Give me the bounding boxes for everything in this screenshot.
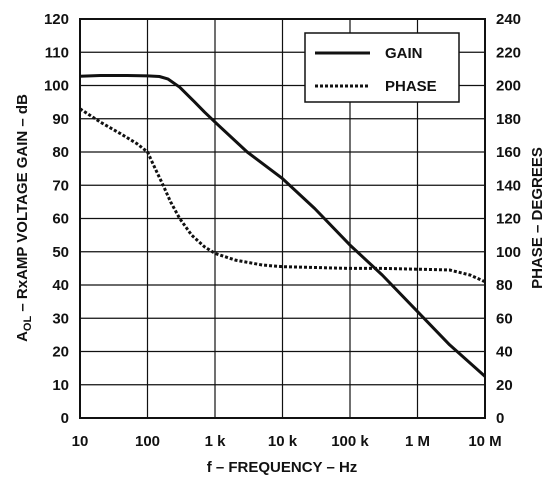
y-tick-label: 40 (52, 277, 69, 294)
y2-tick-label: 120 (496, 211, 521, 228)
y-tick-label: 0 (61, 410, 69, 427)
x-tick-label: 1 M (405, 433, 430, 450)
y2-tick-label: 40 (496, 344, 513, 361)
y-tick-label: 50 (52, 244, 69, 261)
x-axis-label: f – FREQUENCY – Hz (207, 459, 358, 476)
legend-phase-label: PHASE (385, 78, 437, 95)
series-layer (79, 74, 486, 378)
y-tick-label: 100 (44, 78, 69, 95)
y-tick-label: 60 (52, 211, 69, 228)
legend: GAIN PHASE (304, 32, 460, 103)
x-tick-label: 100 (135, 433, 160, 450)
legend-gain-label: GAIN (385, 45, 423, 62)
series-gain-line (79, 74, 486, 378)
x-tick-label: 10 M (468, 433, 501, 450)
x-tick-label: 1 k (205, 433, 227, 450)
y2-tick-label: 0 (496, 410, 504, 427)
y2-tick-label: 60 (496, 310, 513, 327)
y-axis-label-main: A (14, 331, 31, 342)
y-tick-label: 20 (52, 344, 69, 361)
y2-tick-label: 180 (496, 111, 521, 128)
y-tick-label: 70 (52, 177, 69, 194)
y2-axis-label: PHASE – DEGREES (529, 147, 546, 289)
legend-box (304, 32, 460, 103)
y-tick-label: 120 (44, 11, 69, 28)
y2-tick-label: 220 (496, 44, 521, 61)
y2-tick-label: 80 (496, 277, 513, 294)
y-axis-label-sub: OL (22, 316, 34, 332)
y-tick-label: 90 (52, 111, 69, 128)
y2-tick-label: 160 (496, 144, 521, 161)
y2-tick-label: 140 (496, 177, 521, 194)
y-tick-label: 110 (45, 44, 69, 61)
series-phase-line (79, 107, 486, 284)
y2-tick-label: 100 (496, 244, 521, 261)
y-tick-label: 80 (52, 144, 69, 161)
y-tick-label: 10 (52, 377, 69, 394)
y-axis-label-rest: – RxAMP VOLTAGE GAIN – dB (14, 94, 31, 316)
plot-frame (79, 18, 486, 419)
y-tick-label: 30 (52, 310, 69, 327)
x-tick-label: 10 (72, 433, 89, 450)
y2-tick-label: 20 (496, 377, 513, 394)
y2-tick-label: 240 (496, 11, 521, 28)
x-tick-label: 10 k (268, 433, 298, 450)
y2-tick-label: 200 (496, 78, 521, 95)
y-axis-label: AOL – RxAMP VOLTAGE GAIN – dB (14, 94, 34, 342)
x-tick-label: 100 k (331, 433, 369, 450)
